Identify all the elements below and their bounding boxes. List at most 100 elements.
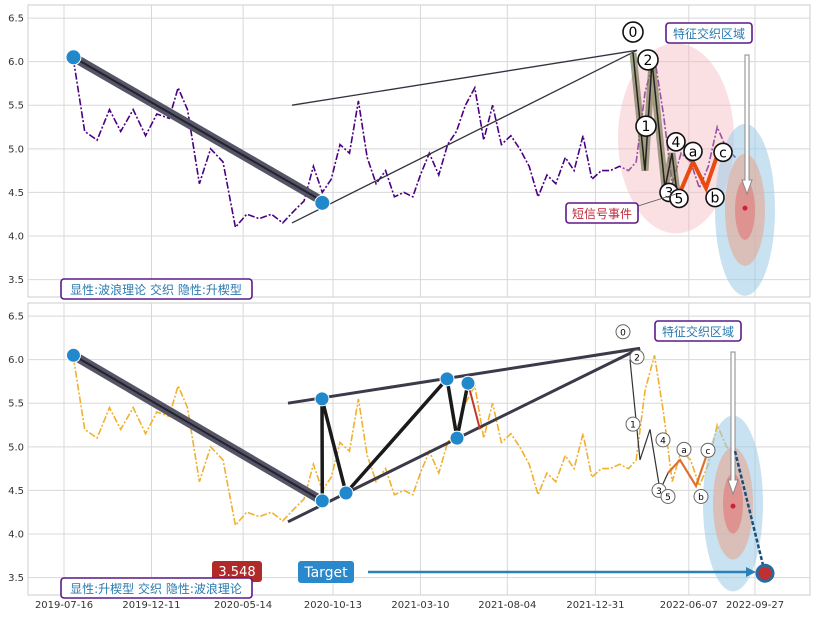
wedge-upper-line — [287, 346, 641, 405]
plot-area — [27, 302, 811, 596]
wedge-upper-line — [291, 49, 638, 106]
wave-label-circle — [693, 489, 709, 505]
wave-label-text: a — [689, 144, 698, 160]
projection-ellipse-layer — [723, 473, 743, 534]
annotation-box — [565, 202, 639, 224]
x-tick-label: 2019-12-11 — [122, 600, 180, 611]
wave-label-circle — [615, 324, 631, 340]
target-projection-line — [733, 450, 767, 574]
target-label: Target — [303, 565, 348, 581]
wave-label-circle — [660, 489, 676, 505]
wedge-lower-line — [291, 49, 638, 224]
wave-label-text: b — [711, 191, 720, 207]
caption-label: 显性:升楔型 交织 隐性:波浪理论 — [70, 581, 242, 596]
zone-annotation: 特征交织区域 — [665, 22, 753, 44]
y-tick-label: 3.5 — [8, 275, 24, 286]
wedge-breakout — [467, 382, 481, 430]
target-value-box: 3.548 — [212, 561, 262, 582]
zone-arrow — [727, 351, 739, 496]
pivot-marker — [65, 347, 81, 363]
x-tick-label: 2019-07-16 — [35, 600, 93, 611]
wave-label-circle — [655, 432, 671, 448]
signal-annotation: 短信号事件 — [565, 193, 677, 224]
y-tick-label: 3.5 — [8, 573, 24, 584]
y-tick-label: 6.0 — [8, 57, 24, 68]
wave-label-1: 1 — [635, 115, 657, 137]
y-tick-label: 4.5 — [8, 486, 24, 497]
wave-label-circle — [622, 21, 644, 43]
x-tick-label: 2022-06-07 — [660, 600, 718, 611]
wave-label-text: 1 — [642, 119, 651, 135]
zone-label: 特征交织区域 — [662, 324, 734, 339]
signal-label: 短信号事件 — [572, 207, 632, 221]
pivot-marker — [314, 493, 330, 509]
wave-label-text: 3 — [656, 487, 662, 497]
top-caption: 显性:波浪理论 交织 隐性:升楔型 — [60, 278, 253, 300]
wave-label-text: c — [706, 447, 711, 457]
price-series-line — [72, 57, 737, 230]
pivot-marker — [314, 391, 330, 407]
signal-leader — [637, 193, 677, 207]
wave-label-text: 4 — [672, 135, 681, 151]
wave-label-text: a — [681, 446, 687, 456]
wave-label-circle — [625, 416, 641, 432]
pivot-marker — [460, 375, 476, 391]
y-tick-label: 5.5 — [8, 399, 24, 410]
projection-ellipse — [715, 123, 775, 296]
y-tick-label: 6.5 — [8, 312, 24, 323]
wave-label-text: c — [719, 145, 727, 161]
wave-label-b: b — [693, 489, 709, 505]
zone-label: 特征交织区域 — [673, 26, 745, 41]
value-box-bg — [212, 561, 262, 582]
wave-label-circle — [676, 441, 692, 457]
wave-label-text: 2 — [644, 53, 653, 69]
x-tick-label: 2021-03-10 — [391, 600, 449, 611]
wave-label-text: 3 — [665, 185, 674, 201]
wave-label-0: 0 — [622, 21, 644, 43]
wave-label-4: 4 — [666, 132, 686, 152]
caption-label: 显性:波浪理论 交织 隐性:升楔型 — [70, 282, 242, 297]
wave-label-circle — [635, 115, 657, 137]
wedge-zigzag — [320, 374, 470, 501]
zone-annotation: 特征交织区域 — [654, 320, 742, 342]
zone-arrow — [741, 54, 753, 196]
wave-label-2: 2 — [637, 49, 659, 71]
bottom-caption: 显性:升楔型 交织 隐性:波浪理论 — [60, 577, 253, 599]
wave-label-circle — [700, 442, 716, 458]
wave-label-text: 1 — [630, 421, 636, 431]
annotation-box — [60, 577, 253, 599]
wave-label-a: a — [676, 441, 692, 457]
x-tick-label: 2022-09-27 — [726, 600, 784, 611]
pivot-marker — [449, 430, 465, 446]
y-tick-label: 6.0 — [8, 355, 24, 366]
trend-line-down — [72, 354, 323, 502]
x-tick-label: 2021-08-04 — [478, 600, 536, 611]
panel-bottom: 3.5 4.0 4.5 5.0 5.5 6.0 6.5 2019-07-16 2019-12-1… — [8, 302, 811, 611]
wave-label-2: 2 — [629, 349, 645, 365]
target-arrow-head — [746, 567, 756, 577]
wave-label-b: b — [705, 187, 725, 208]
target-value-label: 3.548 — [218, 565, 255, 580]
pivot-marker — [439, 371, 455, 387]
panel-top: 3.5 4.0 4.5 5.0 5.5 6.0 6.5 — [8, 4, 811, 298]
annotation-box — [60, 278, 253, 300]
trend-line-down — [72, 56, 323, 202]
wave-label-circle — [669, 188, 689, 209]
wave-label-text: 4 — [660, 436, 666, 446]
annotation-box — [654, 320, 742, 342]
wave-label-text: 0 — [629, 25, 638, 41]
projection-ellipse — [703, 415, 763, 592]
wave-label-0: 0 — [615, 324, 631, 340]
x-tick-label: 2021-12-31 — [566, 600, 624, 611]
wave-label-c: c — [700, 442, 716, 458]
y-tick-label: 6.5 — [8, 14, 24, 25]
wave-label-circle — [713, 142, 733, 163]
pivot-marker — [338, 485, 354, 501]
y-tick-label: 5.0 — [8, 144, 24, 155]
wave-label-text: b — [698, 493, 704, 503]
x-tick-label: 2020-05-14 — [214, 600, 272, 611]
wave-label-text: 2 — [634, 354, 640, 364]
wave-label-text: 0 — [620, 328, 626, 338]
annotation-box — [665, 22, 753, 44]
